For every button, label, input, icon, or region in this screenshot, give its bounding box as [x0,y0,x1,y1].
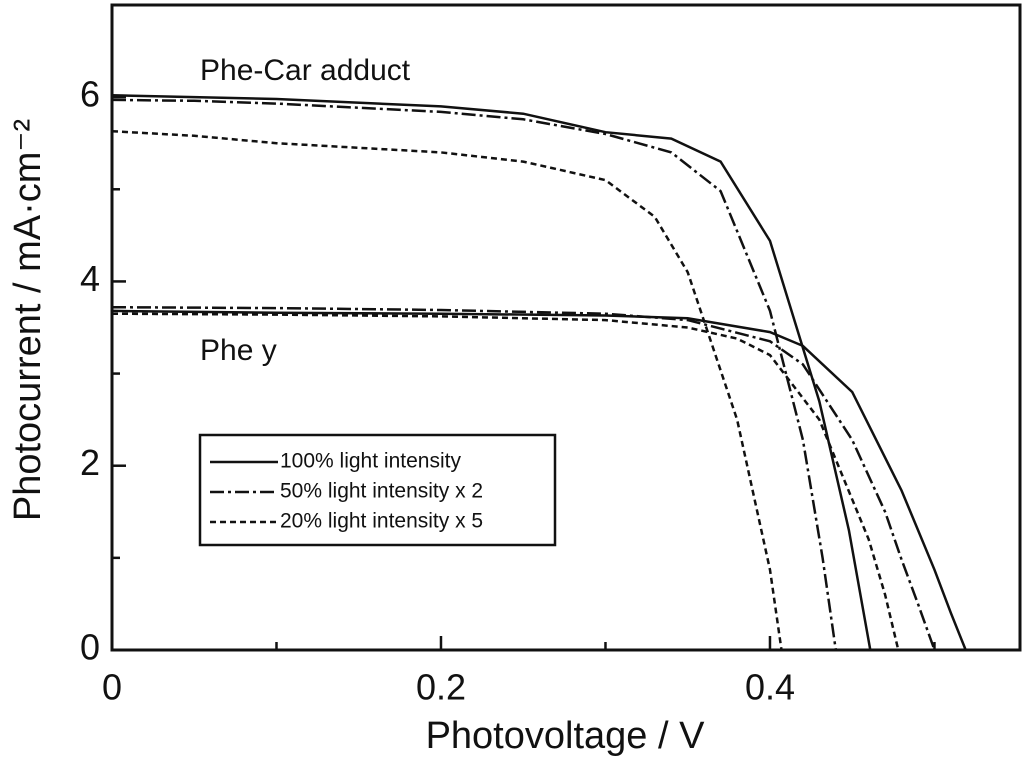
curve-annotation: Phe y [200,334,277,367]
x-axis-title: Photovoltage / V [426,715,706,757]
y-tick-label: 2 [80,442,100,483]
y-axis-title: Photocurrent / mA·cm⁻² [7,119,49,521]
x-tick-label: 0.4 [745,667,795,708]
y-tick-label: 4 [80,258,100,299]
legend-box [198,433,557,547]
curve [111,305,936,651]
x-tick-label: 0 [102,667,122,708]
x-tick-label: 0.2 [416,667,466,708]
curve [111,98,838,651]
y-tick-label: 0 [80,627,100,668]
legend-label: 100% light intensity [280,450,461,473]
curve [111,309,967,651]
curve [111,129,783,651]
legend-label: 50% light intensity x 2 [280,480,483,503]
plot-frame [110,3,1022,652]
curve [111,312,900,651]
curve [111,94,872,651]
curve-annotation: Phe-Car adduct [200,54,411,87]
y-tick-label: 6 [80,74,100,115]
legend-label: 20% light intensity x 5 [280,510,483,533]
